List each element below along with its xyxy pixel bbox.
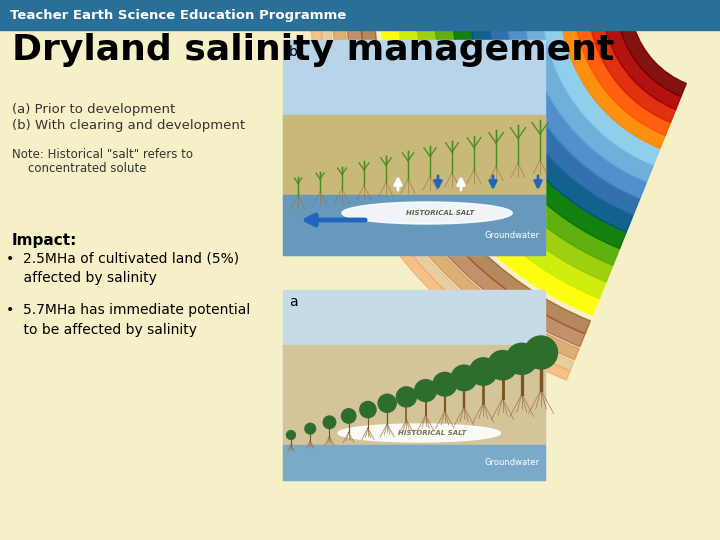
- Wedge shape: [524, 0, 653, 182]
- Bar: [283, 40, 545, 255]
- Circle shape: [397, 387, 416, 407]
- Text: HISTORICAL SALT: HISTORICAL SALT: [406, 210, 474, 216]
- Bar: [283, 195, 545, 255]
- Wedge shape: [506, 0, 647, 198]
- Wedge shape: [616, 0, 686, 97]
- Text: concentrated solute: concentrated solute: [28, 161, 146, 174]
- Text: Teacher Earth Science Education Programme: Teacher Earth Science Education Programm…: [10, 9, 346, 22]
- Text: Dryland salinity management: Dryland salinity management: [12, 33, 614, 67]
- Circle shape: [287, 430, 295, 440]
- Circle shape: [415, 380, 436, 402]
- Wedge shape: [380, 0, 599, 315]
- Wedge shape: [470, 0, 633, 232]
- Wedge shape: [310, 0, 570, 380]
- Wedge shape: [588, 0, 676, 123]
- Bar: [283, 345, 545, 445]
- Bar: [560, 0, 720, 540]
- Bar: [283, 115, 545, 195]
- Text: Groundwater: Groundwater: [485, 231, 540, 240]
- Circle shape: [323, 416, 336, 429]
- Circle shape: [524, 336, 557, 369]
- Bar: [0, 0, 720, 30]
- Wedge shape: [488, 0, 640, 215]
- Text: a: a: [289, 295, 297, 309]
- Text: Note: Historical "salt" refers to: Note: Historical "salt" refers to: [12, 148, 193, 161]
- Wedge shape: [360, 0, 590, 334]
- Circle shape: [488, 350, 517, 380]
- Wedge shape: [602, 0, 681, 110]
- Bar: [283, 445, 545, 480]
- Wedge shape: [416, 0, 613, 282]
- Wedge shape: [434, 0, 620, 265]
- Circle shape: [469, 358, 497, 385]
- Circle shape: [433, 373, 456, 396]
- Wedge shape: [320, 0, 574, 371]
- Ellipse shape: [338, 424, 500, 442]
- Text: (b) With clearing and development: (b) With clearing and development: [12, 118, 245, 132]
- Circle shape: [305, 423, 315, 434]
- Text: Impact:: Impact:: [12, 233, 77, 247]
- Circle shape: [378, 394, 396, 413]
- Wedge shape: [332, 0, 579, 360]
- Circle shape: [451, 365, 477, 390]
- Text: (a) Prior to development: (a) Prior to development: [12, 104, 175, 117]
- Text: •  2.5MHa of cultivated land (5%)
    affected by salinity: • 2.5MHa of cultivated land (5%) affecte…: [6, 251, 239, 285]
- Text: •  5.7MHa has immediate potential
    to be affected by salinity: • 5.7MHa has immediate potential to be a…: [6, 303, 251, 337]
- Wedge shape: [398, 0, 606, 299]
- Wedge shape: [542, 0, 660, 165]
- Wedge shape: [574, 0, 670, 136]
- Text: b: b: [289, 45, 298, 59]
- Circle shape: [506, 343, 537, 374]
- Circle shape: [360, 402, 376, 418]
- Wedge shape: [452, 0, 626, 248]
- Circle shape: [341, 409, 356, 423]
- Wedge shape: [560, 0, 665, 148]
- Text: HISTORICAL SALT: HISTORICAL SALT: [398, 430, 467, 436]
- Text: Groundwater: Groundwater: [485, 458, 540, 467]
- Wedge shape: [346, 0, 585, 347]
- Bar: [283, 290, 545, 480]
- Ellipse shape: [342, 202, 512, 224]
